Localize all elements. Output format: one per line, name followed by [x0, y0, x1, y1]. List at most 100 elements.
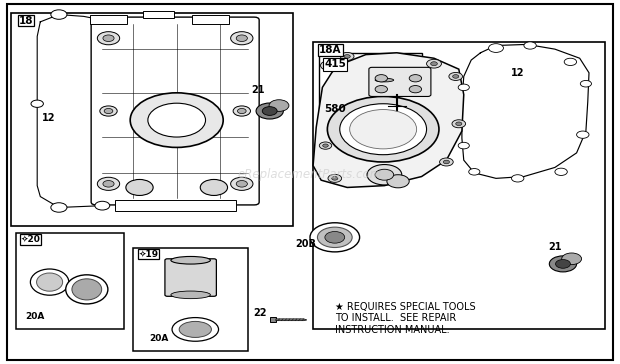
Bar: [313, 42, 604, 329]
Text: 22: 22: [253, 308, 267, 318]
Text: 18: 18: [19, 16, 33, 25]
Bar: [115, 200, 236, 211]
Circle shape: [236, 181, 247, 187]
Text: eReplacementParts.com: eReplacementParts.com: [238, 168, 382, 181]
Circle shape: [103, 181, 114, 187]
Circle shape: [440, 158, 453, 166]
Circle shape: [148, 103, 205, 137]
Bar: [373, 71, 396, 80]
Bar: [90, 15, 127, 24]
Circle shape: [340, 52, 354, 60]
Text: ★ REQUIRES SPECIAL TOOLS
TO INSTALL.  SEE REPAIR
INSTRUCTION MANUAL.: ★ REQUIRES SPECIAL TOOLS TO INSTALL. SEE…: [335, 302, 476, 335]
Polygon shape: [313, 53, 464, 187]
Circle shape: [431, 62, 437, 66]
Circle shape: [375, 75, 388, 82]
Ellipse shape: [30, 269, 69, 295]
Circle shape: [332, 177, 338, 180]
Circle shape: [512, 175, 524, 182]
Ellipse shape: [373, 70, 396, 75]
Bar: [133, 248, 248, 351]
Circle shape: [456, 122, 462, 126]
Circle shape: [328, 174, 342, 182]
Circle shape: [322, 144, 329, 147]
Circle shape: [97, 32, 120, 45]
Ellipse shape: [371, 115, 402, 121]
Circle shape: [453, 75, 459, 78]
Text: 580: 580: [324, 104, 346, 114]
Circle shape: [317, 227, 352, 248]
Circle shape: [458, 142, 469, 149]
Text: 20A: 20A: [25, 312, 44, 321]
Ellipse shape: [37, 273, 63, 291]
Bar: [319, 53, 422, 146]
Circle shape: [524, 42, 536, 49]
Circle shape: [489, 44, 503, 52]
Bar: [16, 233, 124, 329]
FancyBboxPatch shape: [165, 259, 216, 296]
Circle shape: [104, 108, 113, 114]
Circle shape: [556, 260, 570, 268]
Text: 21: 21: [549, 242, 562, 252]
Text: 12: 12: [511, 68, 525, 78]
Ellipse shape: [172, 317, 219, 341]
Circle shape: [427, 59, 441, 68]
Polygon shape: [276, 319, 307, 321]
Text: 415: 415: [324, 59, 346, 69]
Text: 21: 21: [251, 85, 265, 95]
Circle shape: [95, 16, 110, 24]
Circle shape: [97, 177, 120, 190]
Circle shape: [409, 75, 422, 82]
Circle shape: [269, 100, 289, 111]
Bar: [270, 317, 276, 322]
Ellipse shape: [179, 321, 211, 337]
Text: ✧19: ✧19: [138, 249, 158, 258]
Bar: [11, 13, 293, 226]
Circle shape: [100, 106, 117, 116]
Circle shape: [126, 179, 153, 195]
Circle shape: [237, 108, 246, 114]
Circle shape: [564, 58, 577, 66]
Circle shape: [452, 120, 466, 128]
Circle shape: [256, 103, 283, 119]
Circle shape: [319, 142, 332, 149]
Circle shape: [130, 93, 223, 147]
Circle shape: [375, 86, 388, 93]
Circle shape: [449, 72, 463, 80]
Text: 12: 12: [42, 113, 56, 123]
Circle shape: [236, 35, 247, 41]
Bar: [143, 11, 174, 18]
Circle shape: [458, 84, 469, 91]
Circle shape: [200, 179, 228, 195]
Text: 18A: 18A: [319, 45, 342, 55]
Text: ✧20: ✧20: [20, 235, 40, 244]
Text: 20B: 20B: [295, 239, 316, 249]
Ellipse shape: [72, 279, 102, 300]
Circle shape: [233, 106, 250, 116]
Circle shape: [340, 104, 427, 155]
Circle shape: [350, 110, 417, 149]
Ellipse shape: [66, 275, 108, 304]
Text: 20A: 20A: [149, 334, 168, 343]
Ellipse shape: [377, 116, 396, 120]
Bar: [192, 15, 229, 24]
Ellipse shape: [375, 78, 394, 82]
Circle shape: [577, 131, 589, 138]
Circle shape: [51, 10, 67, 19]
Circle shape: [321, 61, 337, 70]
Circle shape: [31, 100, 43, 107]
FancyBboxPatch shape: [91, 17, 259, 205]
Circle shape: [325, 232, 345, 243]
Circle shape: [469, 169, 480, 175]
Circle shape: [375, 169, 394, 180]
Circle shape: [262, 107, 277, 115]
Ellipse shape: [171, 257, 210, 264]
Circle shape: [231, 32, 253, 45]
Circle shape: [409, 86, 422, 93]
Circle shape: [344, 55, 350, 58]
Circle shape: [325, 63, 332, 68]
Circle shape: [310, 223, 360, 252]
Circle shape: [327, 96, 439, 162]
Circle shape: [367, 165, 402, 185]
Circle shape: [387, 175, 409, 188]
Circle shape: [103, 35, 114, 41]
